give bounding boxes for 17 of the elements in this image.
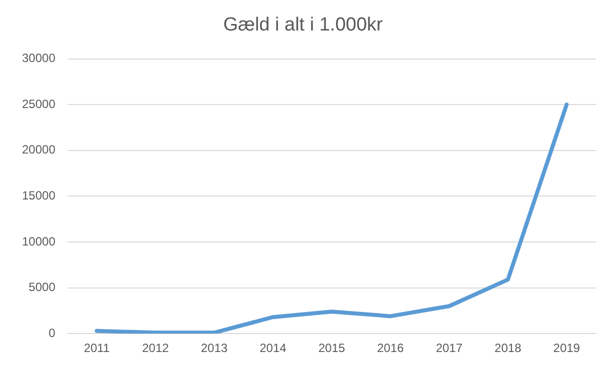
x-tick-label: 2011 [84, 341, 110, 356]
x-tick-label: 2019 [553, 341, 580, 356]
x-tick-label: 2016 [377, 341, 404, 356]
y-tick-label: 5000 [28, 280, 56, 294]
y-tick-label: 30000 [22, 51, 56, 66]
y-tick-label: 10000 [22, 234, 56, 248]
x-tick-label: 2012 [142, 341, 170, 356]
x-tick-label: 2018 [494, 341, 522, 356]
x-tick-label: 2014 [260, 341, 287, 356]
y-tick-label: 20000 [22, 142, 56, 157]
y-tick-label: 25000 [22, 96, 56, 111]
y-tick-label: 15000 [22, 188, 56, 203]
x-tick-label: 2017 [436, 341, 463, 356]
y-tick-label: 0 [48, 326, 56, 340]
chart-title: Gæld i alt i 1.000kr [223, 14, 384, 36]
x-tick-label: 2015 [318, 341, 346, 356]
x-tick-label: 2013 [200, 341, 228, 356]
